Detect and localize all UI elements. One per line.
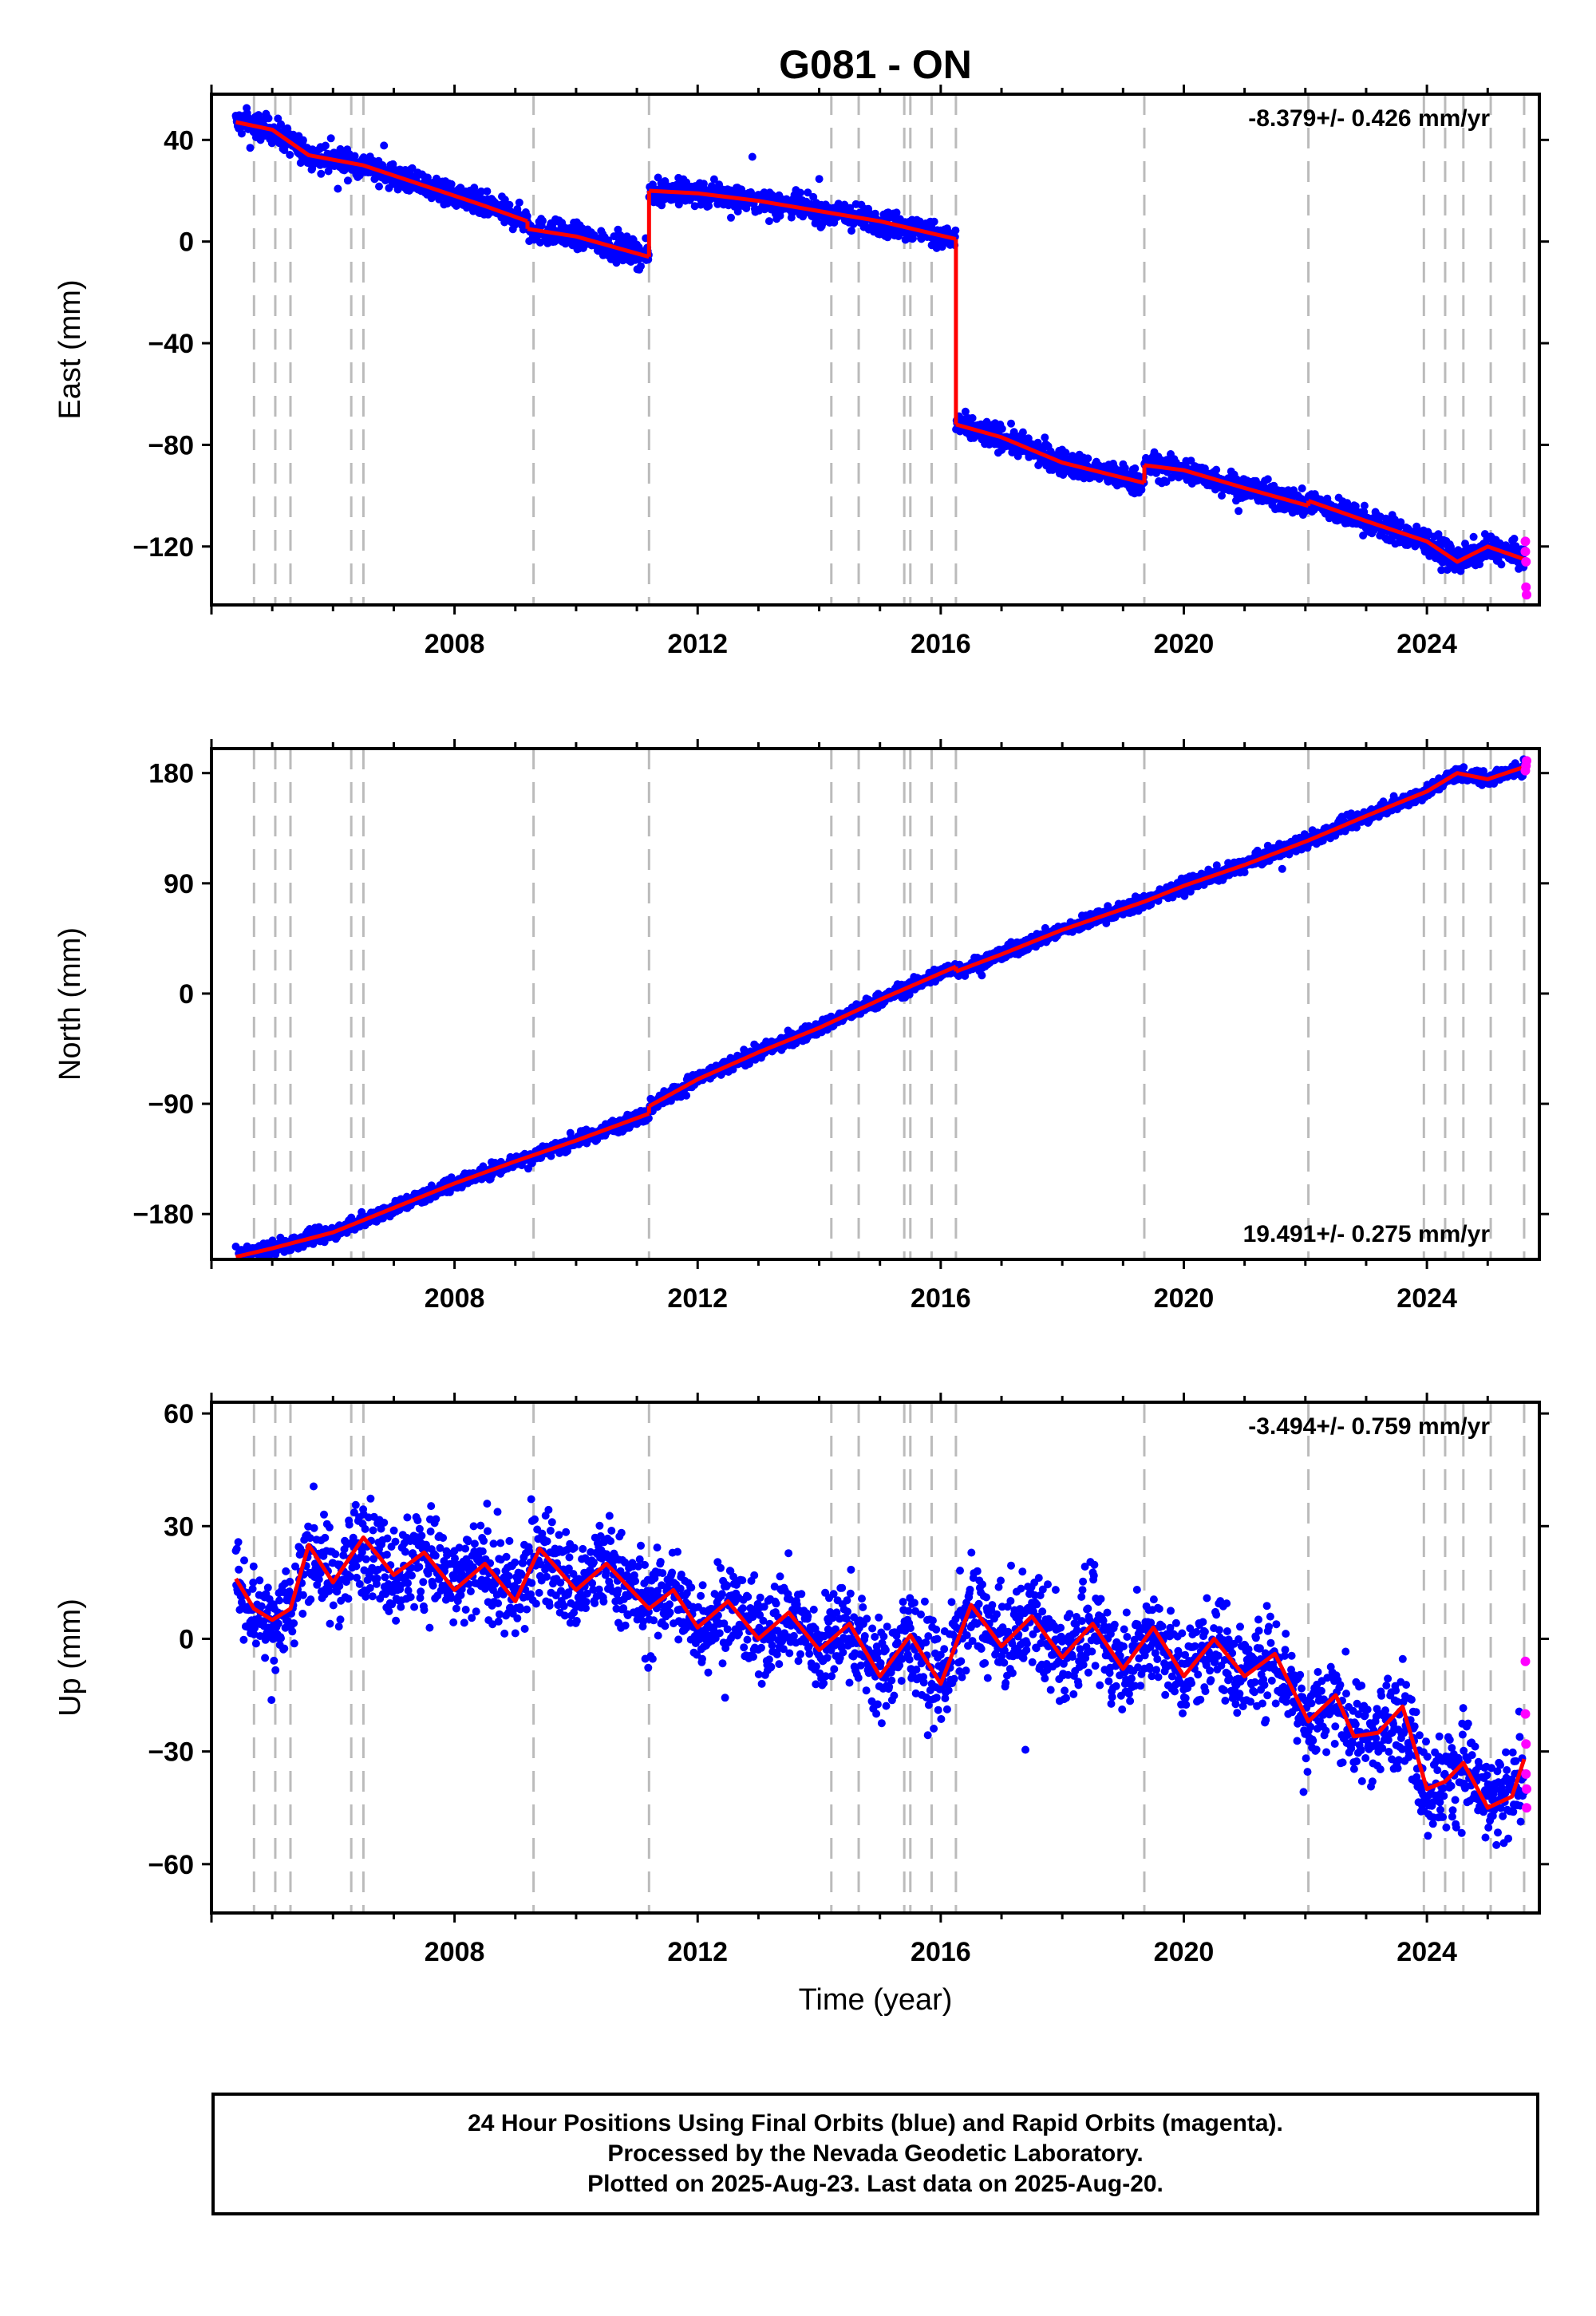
event-lines [252, 749, 1526, 1259]
final-orbit-points [231, 1482, 1528, 1849]
rate-label: -8.379+/- 0.426 mm/yr [1248, 105, 1490, 132]
y-ticks: 60 30 0 −30 −60 [148, 1399, 1549, 1880]
model-curve [235, 120, 1525, 564]
model-segment-2 [649, 188, 957, 241]
rapid-orbit-points [1520, 756, 1532, 776]
model-curve [235, 765, 1525, 1259]
y-tick-label-2: 0 [179, 1624, 194, 1654]
y-tick-label-1: 0 [179, 227, 194, 258]
model-segment-3 [955, 422, 1145, 485]
rapid-point-4 [1522, 590, 1532, 600]
x-tick-label-2008: 2008 [425, 1283, 485, 1314]
rapid-point-0 [1520, 1656, 1531, 1666]
final-orbit-points [231, 755, 1528, 1261]
y-tick-label-4: −120 [132, 532, 194, 563]
x-tick-label-2024: 2024 [1396, 1283, 1457, 1314]
model-segment-2 [955, 765, 1525, 974]
model-segment-5 [1307, 499, 1525, 564]
x-tick-label-2024: 2024 [1396, 1937, 1457, 1967]
plot-frame [210, 747, 1541, 1261]
x-ticks: 2008 2012 2016 2020 2024 [210, 1393, 1489, 1967]
y-ticks: 180 90 0 −90 −180 [132, 759, 1549, 1230]
x-tick-label-2012: 2012 [667, 1937, 728, 1967]
x-tick-label-2020: 2020 [1154, 1283, 1215, 1314]
event-lines [252, 1402, 1526, 1913]
rapid-point-3 [1521, 582, 1531, 592]
rapid-orbit-points [1520, 536, 1532, 600]
rapid-point-0 [1520, 536, 1531, 547]
rapid-orbit-points [1520, 1656, 1532, 1813]
y-axis-label: North (mm) [53, 927, 87, 1081]
y-tick-label-3: −30 [148, 1737, 194, 1768]
final-orbit-dots [231, 104, 1528, 575]
x-tick-label-2020: 2020 [1154, 1937, 1215, 1967]
y-tick-label-0: 60 [164, 1399, 194, 1429]
event-lines [252, 94, 1526, 605]
x-tick-label-2012: 2012 [667, 629, 728, 659]
y-tick-label-0: 180 [148, 759, 194, 789]
footer-line-2: Processed by the Nevada Geodetic Laborat… [607, 2140, 1144, 2167]
y-axis-label: Up (mm) [53, 1599, 87, 1717]
x-tick-label-2016: 2016 [911, 1283, 971, 1314]
final-orbit-dots [231, 755, 1528, 1261]
x-tick-label-2008: 2008 [425, 629, 485, 659]
plot-frame [210, 1401, 1541, 1915]
y-tick-label-2: −40 [148, 329, 194, 359]
model-segment-1 [527, 227, 650, 259]
rapid-point-2 [1521, 1739, 1531, 1749]
rapid-point-2 [1521, 556, 1531, 567]
chart-title: G081 - ON [779, 42, 972, 87]
model-segment-0 [235, 1112, 650, 1259]
y-ticks: 40 0 −40 −80 −120 [132, 125, 1549, 563]
panel-east: 40 0 −40 −80 −120 2008 2012 2016 2020 2024 East … [53, 85, 1549, 659]
plot-frame [210, 93, 1541, 607]
x-tick-label-2020: 2020 [1154, 629, 1215, 659]
model-segment-0 [235, 120, 528, 223]
x-ticks: 2008 2012 2016 2020 2024 [210, 739, 1489, 1314]
final-orbit-points [231, 104, 1528, 575]
rapid-point-3 [1521, 1769, 1531, 1779]
x-ticks: 2008 2012 2016 2020 2024 [210, 85, 1489, 659]
y-tick-label-1: 90 [164, 869, 194, 899]
x-tick-label-2008: 2008 [425, 1937, 485, 1967]
rapid-point-5 [1522, 1803, 1532, 1813]
panel-up: 60 30 0 −30 −60 2008 2012 2016 2020 2024 Up (mm)… [53, 1393, 1549, 1967]
x-tick-label-2024: 2024 [1396, 629, 1457, 659]
rate-label: 19.491+/- 0.275 mm/yr [1243, 1221, 1491, 1247]
x-axis-label: Time (year) [799, 1983, 953, 2017]
model-segment-0 [234, 1535, 1527, 1810]
rapid-point-1 [1520, 547, 1531, 557]
rapid-point-2 [1522, 756, 1532, 766]
model-curve [234, 1535, 1527, 1810]
y-tick-label-1: 30 [164, 1512, 194, 1542]
y-axis-label: East (mm) [53, 279, 87, 419]
x-tick-label-2016: 2016 [911, 629, 971, 659]
y-tick-label-4: −180 [132, 1199, 194, 1230]
y-tick-label-0: 40 [164, 125, 194, 156]
rapid-point-4 [1522, 1784, 1532, 1794]
rapid-point-1 [1520, 1709, 1531, 1719]
y-tick-label-4: −60 [148, 1850, 194, 1880]
footer-line-3: Plotted on 2025-Aug-23. Last data on 202… [587, 2171, 1163, 2197]
footer-line-1: 24 Hour Positions Using Final Orbits (bl… [468, 2110, 1283, 2136]
y-tick-label-3: −90 [148, 1089, 194, 1120]
final-orbit-dots [231, 1482, 1528, 1849]
model-segment-4 [1144, 463, 1310, 508]
x-tick-label-2016: 2016 [911, 1937, 971, 1967]
footer-box: 24 Hour Positions Using Final Orbits (bl… [211, 2093, 1539, 2215]
rate-label: -3.494+/- 0.759 mm/yr [1248, 1413, 1490, 1440]
y-tick-label-3: −80 [148, 430, 194, 460]
x-tick-label-2012: 2012 [667, 1283, 728, 1314]
panel-north: 180 90 0 −90 −180 2008 2012 2016 2020 2024 North… [53, 739, 1549, 1314]
model-segment-1 [648, 964, 957, 1109]
y-tick-label-2: 0 [179, 979, 194, 1010]
